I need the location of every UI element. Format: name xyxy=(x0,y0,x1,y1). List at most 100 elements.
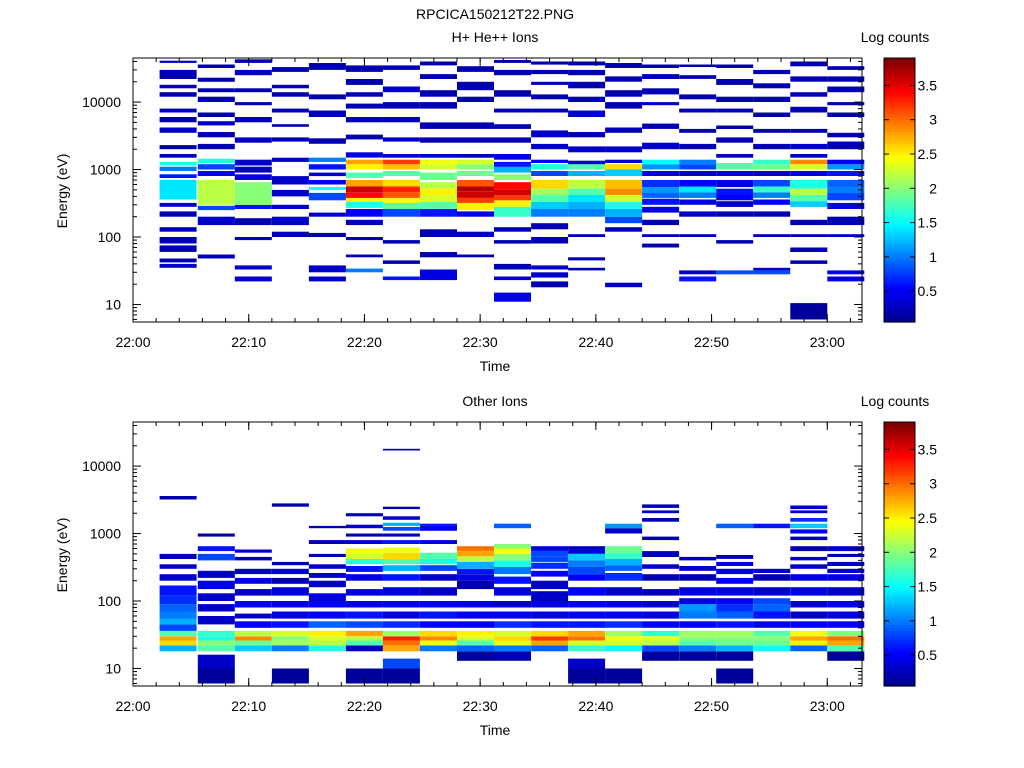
heatmap-cell xyxy=(382,658,420,669)
colorbar-segment xyxy=(884,630,915,634)
heatmap-cell xyxy=(494,276,531,281)
heatmap-cell xyxy=(197,180,235,205)
heatmap-cell xyxy=(790,536,828,541)
heatmap-cell xyxy=(159,227,197,232)
heatmap-cell xyxy=(420,122,457,129)
heatmap-cell xyxy=(827,234,865,237)
heatmap-cell xyxy=(679,128,717,133)
heatmap-cell xyxy=(568,164,606,170)
heatmap-cell xyxy=(308,265,346,273)
heatmap-cell xyxy=(790,154,828,158)
heatmap-cell xyxy=(679,276,717,282)
heatmap-cell xyxy=(457,202,494,211)
colorbar-segment xyxy=(884,595,915,599)
colorbar-segment xyxy=(884,151,915,156)
heatmap-cell xyxy=(494,154,531,160)
heatmap-cell xyxy=(605,180,643,189)
heatmap-cell xyxy=(234,166,272,173)
heatmap-cell xyxy=(642,64,680,68)
heatmap-cell xyxy=(159,258,197,263)
heatmap-cell xyxy=(605,601,643,608)
heatmap-cell xyxy=(420,137,457,143)
heatmap-cell xyxy=(642,518,680,522)
heatmap-cell xyxy=(716,523,754,529)
colorbar-segment xyxy=(884,72,915,77)
heatmap-cell xyxy=(753,630,791,637)
heatmap-cell xyxy=(642,640,680,646)
heatmap-cell xyxy=(159,585,197,596)
x-tick-label: 22:10 xyxy=(231,334,266,350)
colorbar-segment xyxy=(884,439,915,444)
colorbar-segment xyxy=(884,190,915,194)
colorbar-segment xyxy=(884,154,915,159)
colorbar-segment xyxy=(884,501,915,505)
heatmap-cell xyxy=(753,568,791,573)
heatmap-cell xyxy=(716,621,754,628)
heatmap-cell xyxy=(420,565,457,571)
heatmap-cell xyxy=(679,211,717,217)
heatmap-cell xyxy=(642,536,680,541)
colorbar-segment xyxy=(884,307,915,311)
colorbar-segment xyxy=(884,600,915,605)
colorbar-segment xyxy=(884,310,915,314)
heatmap-cell xyxy=(382,621,420,628)
heatmap-cell xyxy=(420,182,457,189)
heatmap-cell xyxy=(457,186,494,192)
heatmap-cell xyxy=(531,556,569,562)
heatmap-cell xyxy=(568,548,606,554)
heatmap-cell xyxy=(234,577,272,584)
heatmap-cell xyxy=(827,180,865,188)
heatmap-cell xyxy=(642,180,680,188)
heatmap-cell xyxy=(568,611,606,619)
heatmap-cell xyxy=(159,604,197,612)
heatmap-cell xyxy=(568,546,606,549)
heatmap-cell xyxy=(308,138,346,144)
heatmap-cell xyxy=(494,182,531,190)
colorbar-segment xyxy=(884,457,915,461)
heatmap-cell xyxy=(568,188,606,195)
heatmap-cell xyxy=(457,81,494,91)
heatmap-cell xyxy=(345,180,383,187)
heatmap-cell xyxy=(345,559,383,565)
heatmap-cell xyxy=(494,292,531,302)
colorbar-segment xyxy=(884,75,915,80)
colorbar-segment xyxy=(884,251,915,256)
heatmap-cell xyxy=(308,172,346,177)
colorbar-segment xyxy=(884,204,915,209)
colorbar-segment xyxy=(884,542,915,546)
heatmap-cell xyxy=(790,61,828,67)
colorbar-segment xyxy=(884,313,915,317)
heatmap-cell xyxy=(420,188,457,195)
heatmap-cell xyxy=(197,630,235,637)
heatmap-cell xyxy=(679,199,717,205)
heatmap-cell xyxy=(531,223,569,230)
heatmap-cell xyxy=(753,186,791,193)
heatmap-cell xyxy=(197,88,235,93)
heatmap-cell xyxy=(716,561,754,566)
heatmap-cell xyxy=(605,546,643,553)
colorbar-segment xyxy=(884,60,915,65)
heatmap-cell xyxy=(234,601,272,608)
heatmap-cell xyxy=(531,562,569,569)
colorbar-segment xyxy=(884,104,915,109)
heatmap-cell xyxy=(382,559,420,565)
colorbar-segment xyxy=(884,633,915,637)
heatmap-cell xyxy=(420,525,457,531)
heatmap-cell xyxy=(827,621,865,628)
heatmap-cell xyxy=(345,159,383,165)
heatmap-cell xyxy=(345,636,383,641)
heatmap-cell xyxy=(716,270,754,275)
colorbar-segment xyxy=(884,618,915,623)
heatmap-cell xyxy=(679,159,717,165)
heatmap-cell xyxy=(494,124,531,129)
heatmap-cell xyxy=(345,668,383,684)
heatmap-cell xyxy=(753,164,791,170)
heatmap-cell xyxy=(159,645,197,652)
heatmap-cell xyxy=(197,254,235,259)
heatmap-cell xyxy=(531,159,569,163)
heatmap-cell xyxy=(308,94,346,100)
heatmap-cell xyxy=(457,180,494,187)
heatmap-cell xyxy=(605,611,643,619)
heatmap-cell xyxy=(605,552,643,559)
heatmap-cell xyxy=(568,574,606,581)
